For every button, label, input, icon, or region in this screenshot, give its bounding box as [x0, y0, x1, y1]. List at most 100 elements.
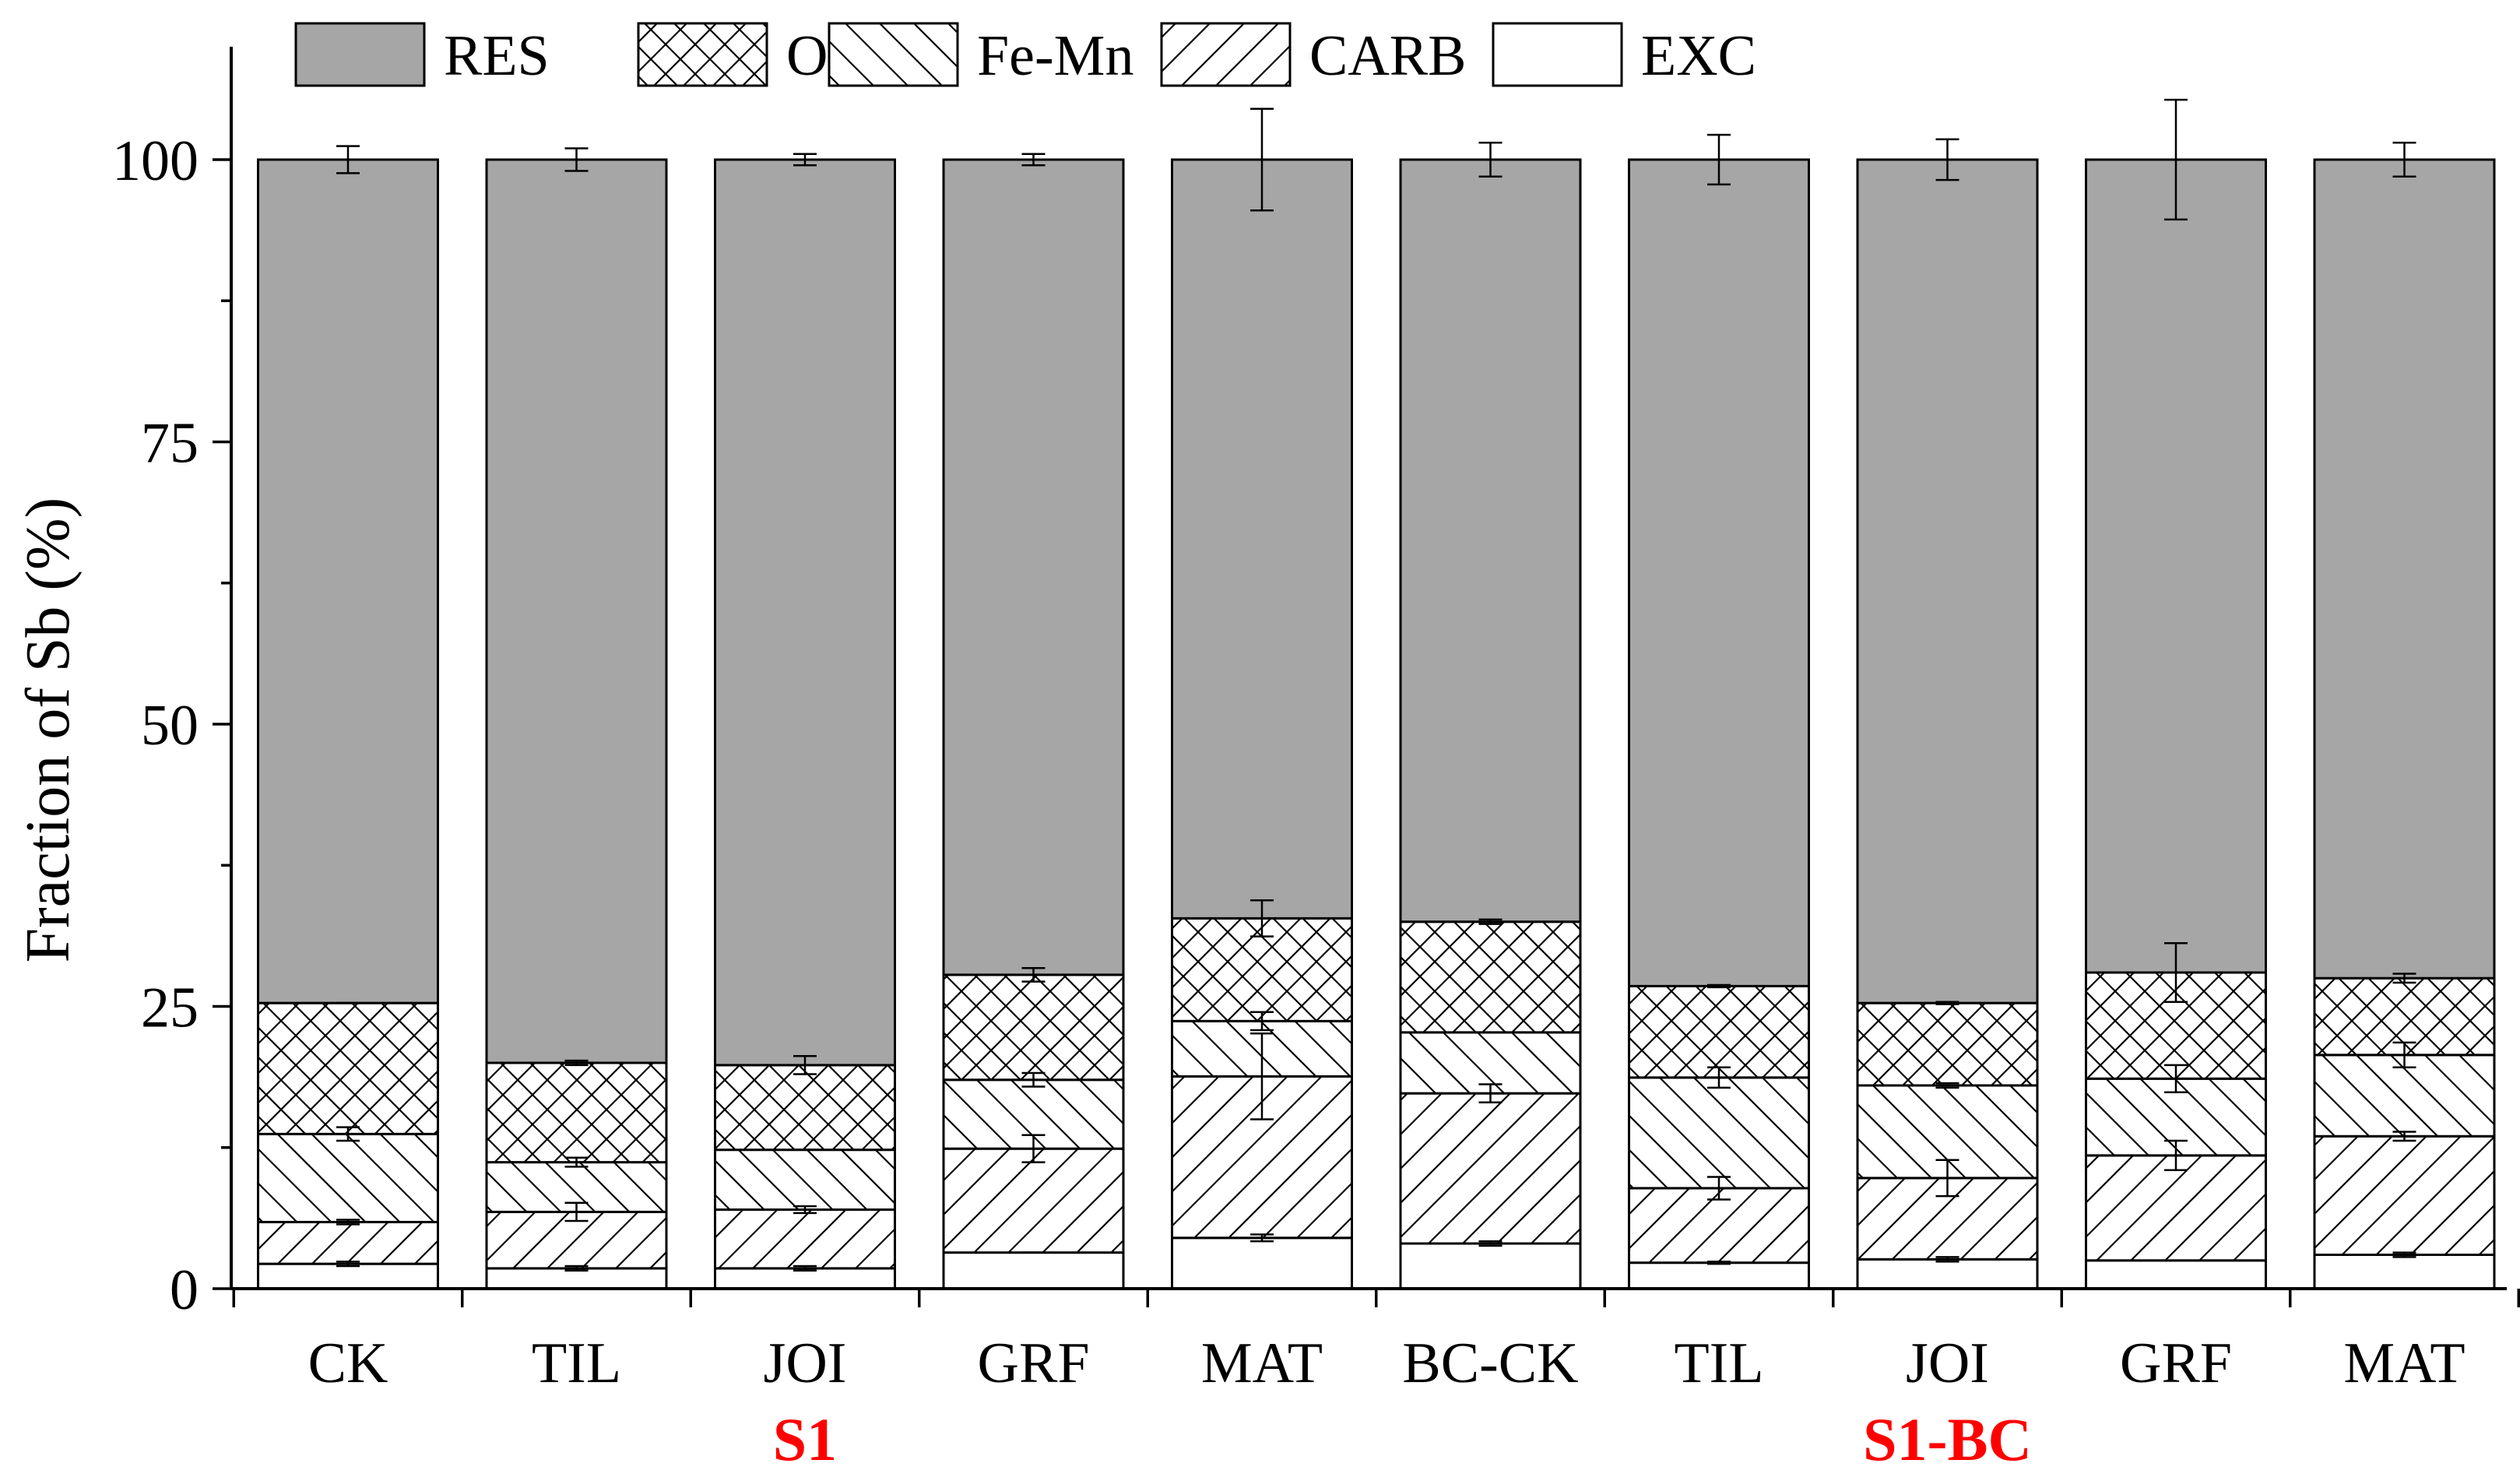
error-bar-res-5 — [1478, 142, 1503, 178]
error-bar-carb-6 — [1707, 1176, 1731, 1201]
bar-segment-exc-3 — [942, 1251, 1125, 1290]
error-bar-om-6 — [1707, 983, 1731, 989]
error-bar-fe-mn-4 — [1250, 1011, 1274, 1032]
bar-segment-res-5 — [1399, 158, 1582, 923]
error-bar-carb-3 — [1021, 1134, 1046, 1163]
error-bars-layer — [336, 98, 2416, 1272]
error-bar-exc-4 — [1250, 1233, 1274, 1243]
legend-swatch-res — [294, 22, 426, 87]
legend-label: CARB — [1309, 24, 1467, 88]
y-tick-label: 25 — [141, 976, 199, 1040]
bar-segment-res-2 — [714, 158, 896, 1067]
bar-segment-res-1 — [485, 158, 668, 1064]
bar-segment-exc-6 — [1628, 1261, 1810, 1290]
error-bar-res-6 — [1707, 133, 1731, 186]
error-bar-exc-1 — [564, 1265, 589, 1272]
bar-segment-carb-0 — [257, 1220, 439, 1265]
error-bar-carb-1 — [564, 1201, 589, 1222]
bar-segment-res-7 — [1856, 158, 2039, 1004]
legend-label: Fe-Mn — [977, 24, 1133, 88]
error-bar-carb-5 — [1478, 1083, 1503, 1103]
bar-segment-carb-5 — [1399, 1092, 1582, 1245]
bar-segment-res-4 — [1171, 158, 1353, 920]
bar-segment-exc-9 — [2313, 1254, 2496, 1290]
legend-item-res: RES — [294, 22, 550, 88]
error-bar-res-0 — [336, 145, 360, 174]
error-bar-carb-0 — [336, 1219, 360, 1226]
x-category-label: TIL — [532, 1331, 621, 1395]
bar-segment-exc-8 — [2085, 1259, 2267, 1290]
bar-segment-fe-mn-2 — [714, 1149, 896, 1212]
bar-segment-exc-4 — [1171, 1237, 1353, 1290]
bar-segment-exc-0 — [257, 1262, 439, 1290]
error-bar-res-7 — [1935, 138, 1959, 181]
bar-segment-res-8 — [2085, 158, 2267, 974]
x-category-label: GRF — [978, 1331, 1090, 1395]
x-category-label: JOI — [764, 1331, 847, 1395]
error-bar-carb-8 — [2164, 1139, 2188, 1171]
y-tick-label: 75 — [141, 412, 199, 476]
bar-segment-carb-3 — [942, 1147, 1125, 1254]
legend-label: EXC — [1641, 24, 1756, 88]
bar-segment-carb-8 — [2085, 1154, 2267, 1262]
group-label: S1-BC — [1863, 1405, 2032, 1473]
group-label: S1 — [773, 1405, 837, 1473]
bar-segment-res-0 — [257, 158, 439, 1004]
error-bar-fe-mn-3 — [1021, 1071, 1046, 1088]
error-bar-exc-6 — [1707, 1260, 1731, 1265]
bars-layer — [257, 158, 2496, 1290]
error-bar-exc-0 — [336, 1260, 360, 1268]
x-category-label: MAT — [1201, 1331, 1323, 1395]
error-bar-om-9 — [2392, 973, 2416, 984]
legend-item-fe-mn: Fe-Mn — [828, 22, 1133, 88]
legend-item-exc: EXC — [1492, 22, 1756, 88]
legend-swatch-carb — [1160, 22, 1292, 87]
error-bar-exc-9 — [2392, 1251, 2416, 1258]
error-bar-res-9 — [2392, 142, 2416, 178]
error-bar-fe-mn-8 — [2164, 1064, 2188, 1093]
error-bar-res-3 — [1021, 153, 1046, 167]
bar-segment-carb-9 — [2313, 1134, 2496, 1256]
error-bar-carb-9 — [2392, 1131, 2416, 1142]
axes-layer — [213, 47, 2520, 1307]
error-bar-om-5 — [1478, 918, 1503, 925]
bar-segment-res-6 — [1628, 158, 1810, 987]
error-bar-om-3 — [1021, 966, 1046, 983]
error-bar-res-4 — [1250, 107, 1274, 212]
bar-segment-exc-5 — [1399, 1242, 1582, 1290]
y-axis-title: Fraction of Sb (%) — [14, 498, 83, 963]
error-bar-res-1 — [564, 147, 589, 172]
error-bar-carb-7 — [1935, 1159, 1959, 1198]
error-bar-exc-5 — [1478, 1240, 1503, 1247]
error-bar-om-4 — [1250, 899, 1274, 937]
y-tick-label: 0 — [170, 1258, 199, 1322]
error-bar-res-2 — [793, 153, 817, 167]
y-tick-label: 50 — [141, 694, 199, 758]
bar-segment-om-0 — [257, 1001, 439, 1135]
labels-layer: 0 25 50 75 100 CK TIL JOI GRF MAT BC-CK TIL JOI GRF MA… — [14, 129, 2466, 1473]
x-category-label: CK — [308, 1331, 388, 1395]
bar-segment-om-3 — [942, 973, 1125, 1082]
error-bar-carb-4 — [1250, 1032, 1274, 1120]
bar-segment-exc-7 — [1856, 1258, 2039, 1290]
bar-segment-om-7 — [1856, 1001, 2039, 1087]
error-bar-fe-mn-7 — [1935, 1082, 1959, 1089]
legend-label: RES — [444, 24, 550, 88]
error-bar-om-7 — [1935, 1001, 1959, 1005]
error-bar-fe-mn-9 — [2392, 1041, 2416, 1069]
error-bar-om-2 — [793, 1055, 817, 1075]
error-bar-exc-7 — [1935, 1256, 1959, 1263]
bar-segment-res-9 — [2313, 158, 2496, 980]
x-category-label: GRF — [2120, 1331, 2232, 1395]
error-bar-fe-mn-6 — [1707, 1066, 1731, 1089]
error-bar-fe-mn-1 — [564, 1156, 589, 1168]
y-tick-label: 100 — [112, 129, 199, 193]
bar-segment-res-3 — [942, 158, 1125, 976]
bar-segment-fe-mn-9 — [2313, 1054, 2496, 1138]
legend-swatch-fe-mn — [828, 22, 959, 87]
legend-swatch-om — [637, 22, 768, 87]
bar-segment-carb-2 — [714, 1208, 896, 1270]
x-category-label: TIL — [1674, 1331, 1763, 1395]
